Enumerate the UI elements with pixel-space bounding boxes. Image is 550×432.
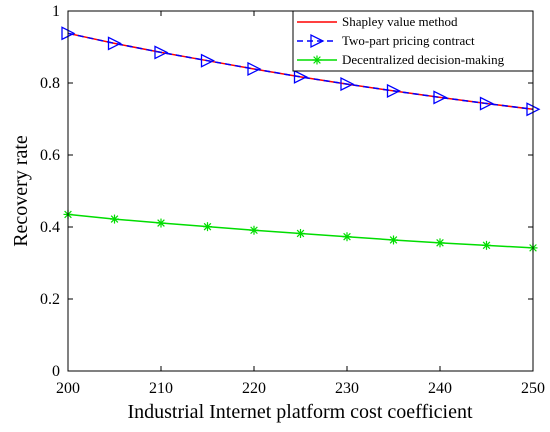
marker-asterisk bbox=[482, 240, 491, 250]
x-tick-label: 250 bbox=[521, 380, 545, 397]
x-tick-label: 220 bbox=[242, 380, 266, 397]
y-tick-label: 0.2 bbox=[40, 291, 60, 308]
marker-asterisk bbox=[389, 235, 398, 245]
marker-triangle bbox=[200, 53, 215, 68]
marker-triangle bbox=[340, 77, 355, 92]
legend: Shapley value method Two-part pricing con… bbox=[292, 10, 534, 72]
marker-asterisk-stroke bbox=[157, 219, 165, 227]
marker-triangle bbox=[293, 69, 308, 84]
y-tick-label: 0.4 bbox=[40, 219, 60, 236]
marker-asterisk bbox=[435, 238, 445, 248]
y-axis-label: Recovery rate bbox=[10, 135, 32, 247]
legend-label: Shapley value method bbox=[342, 14, 458, 29]
x-tick-label: 200 bbox=[56, 380, 80, 397]
ticks-layer: 200 210 220 230 240 250 0 0.2 0.4 0.6 0.8 1 bbox=[40, 3, 545, 397]
y-tick-label: 0.8 bbox=[40, 75, 60, 92]
series-line-1 bbox=[67, 32, 534, 111]
legend-label: Decentralized decision-making bbox=[342, 52, 505, 67]
x-tick-label: 230 bbox=[335, 380, 359, 397]
marker-triangle bbox=[433, 90, 448, 105]
marker-triangle bbox=[107, 36, 122, 51]
x-axis-label: Industrial Internet platform cost coeffi… bbox=[127, 401, 473, 423]
marker-asterisk bbox=[156, 218, 166, 228]
marker-asterisk-stroke bbox=[343, 232, 351, 241]
y-tick-label: 0 bbox=[52, 363, 60, 380]
marker-triangle bbox=[479, 96, 494, 111]
marker-asterisk-stroke bbox=[296, 229, 305, 238]
marker-triangle bbox=[386, 83, 401, 98]
marker-asterisk-stroke bbox=[482, 241, 491, 250]
marker-asterisk-stroke bbox=[203, 222, 212, 231]
marker-asterisk bbox=[203, 222, 212, 232]
marker-asterisk-stroke bbox=[389, 236, 398, 244]
marker-asterisk bbox=[342, 232, 352, 242]
marker-triangle bbox=[310, 33, 325, 49]
legend-label: Two-part pricing contract bbox=[342, 33, 475, 48]
marker-triangle bbox=[154, 45, 169, 60]
x-tick-label: 210 bbox=[149, 380, 173, 397]
marker-triangle bbox=[247, 61, 262, 77]
x-tick-label: 240 bbox=[428, 380, 452, 397]
marker-asterisk bbox=[312, 55, 322, 65]
marker-asterisk bbox=[296, 228, 305, 238]
marker-asterisk-stroke bbox=[436, 239, 444, 247]
marker-asterisk-stroke bbox=[313, 56, 321, 64]
y-tick-label: 0.6 bbox=[40, 147, 60, 164]
marker-asterisk-stroke bbox=[250, 226, 258, 235]
y-tick-label: 1 bbox=[52, 3, 60, 20]
marker-asterisk-stroke bbox=[110, 215, 119, 223]
marker-asterisk bbox=[249, 225, 259, 235]
marker-asterisk bbox=[110, 214, 119, 224]
